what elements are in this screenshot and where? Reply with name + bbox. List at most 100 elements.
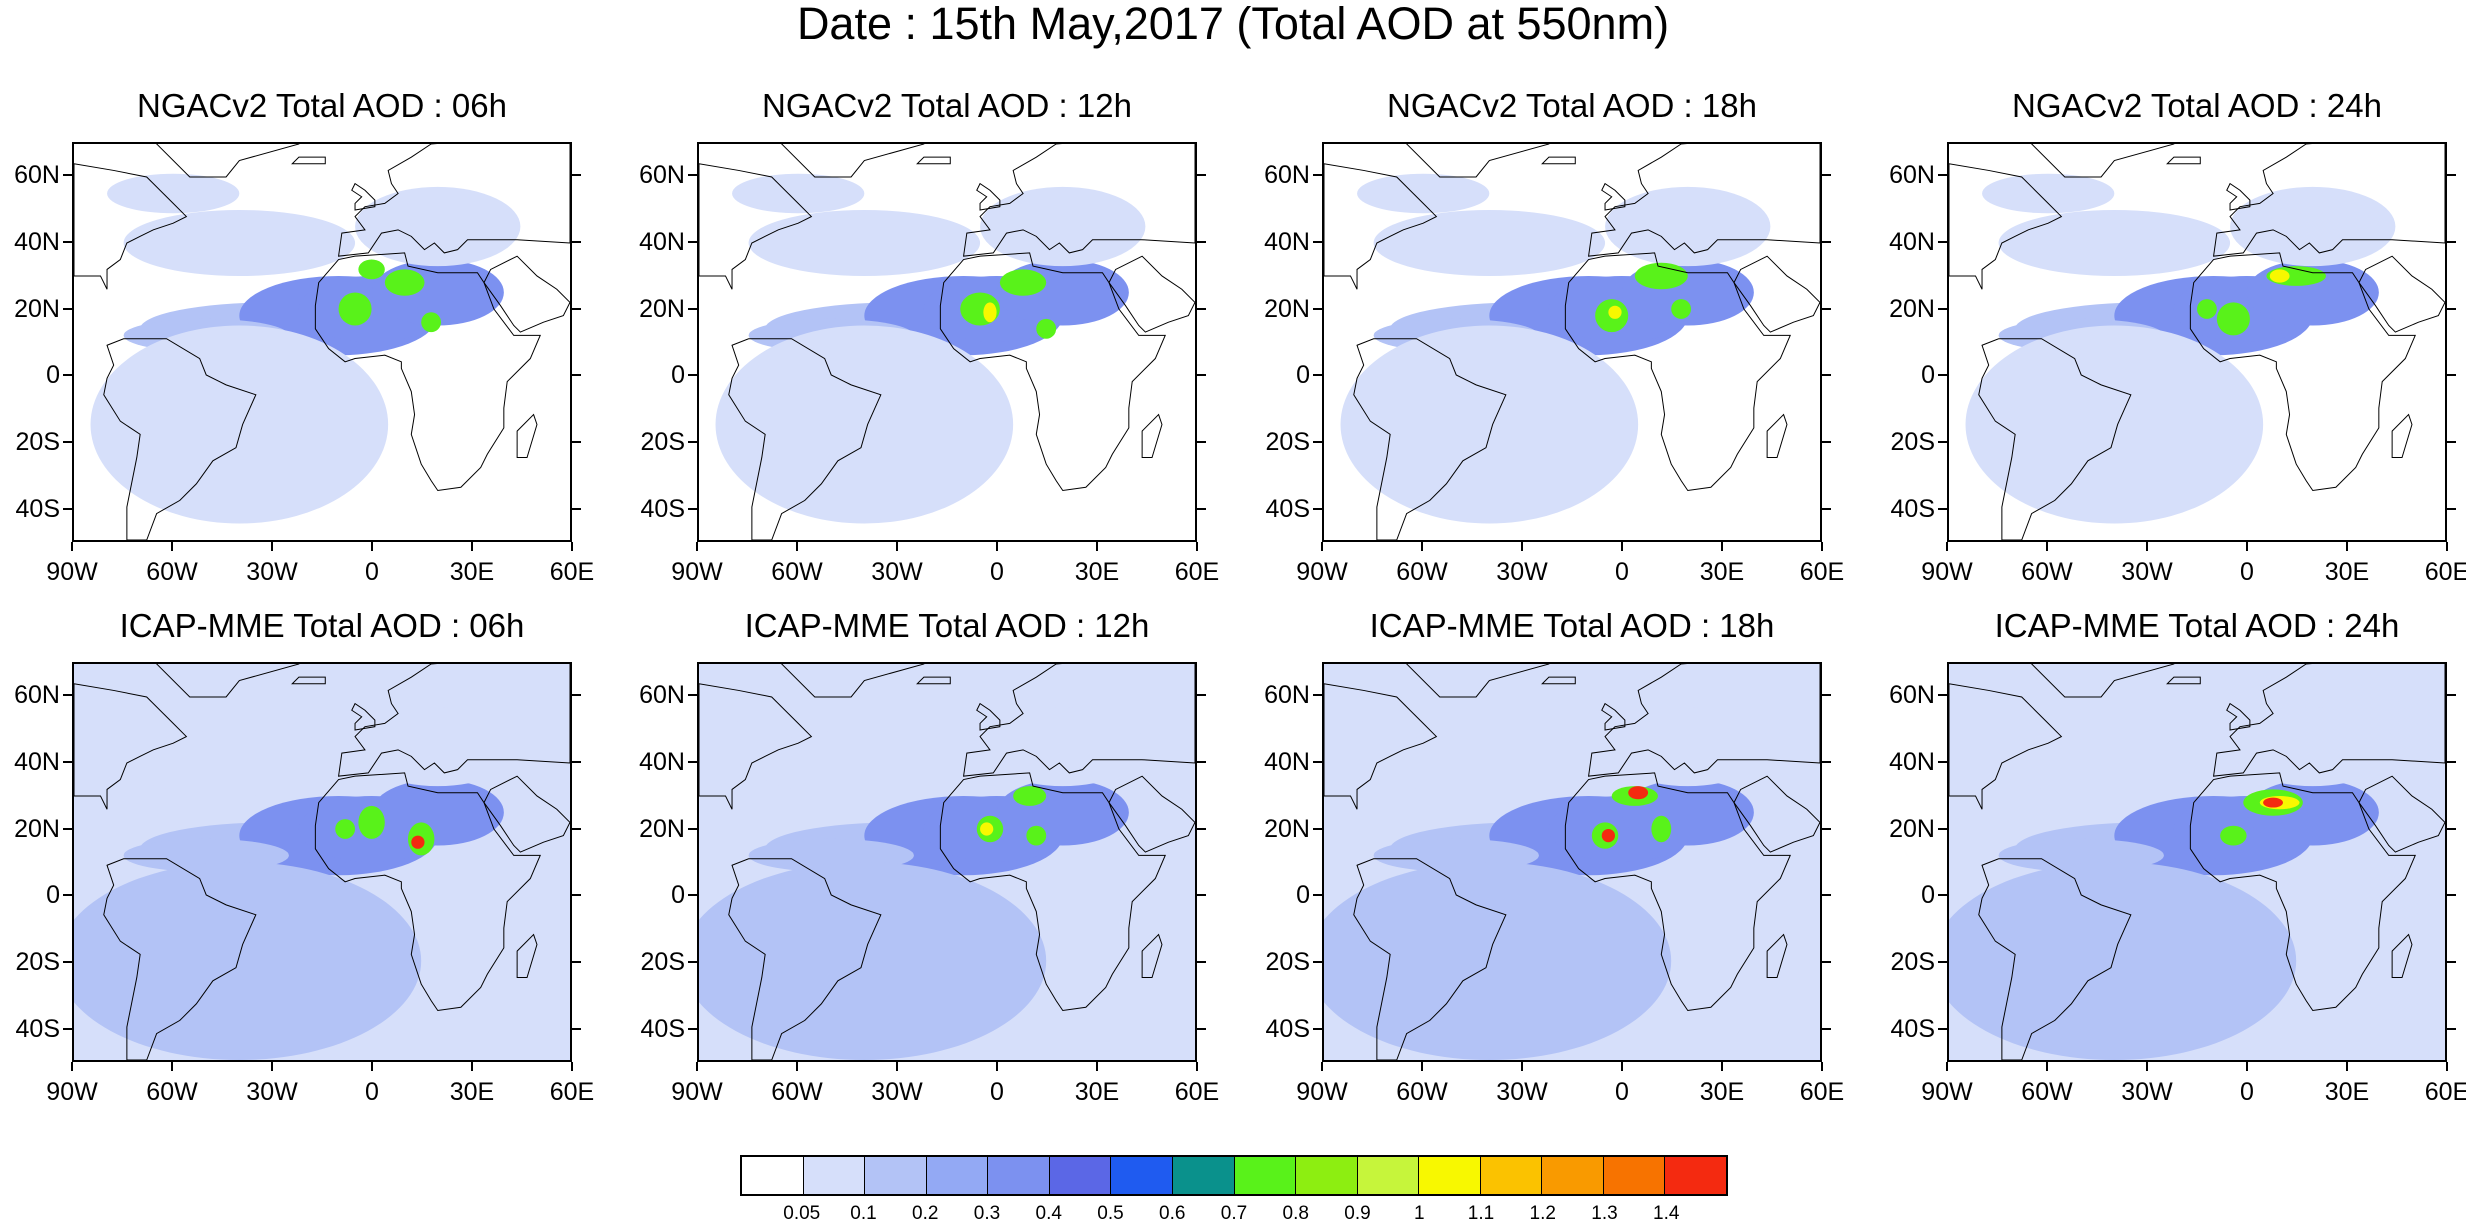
- aod-contour-region: [90, 325, 389, 524]
- y-tick-mark: [688, 961, 697, 963]
- x-tick-label: 90W: [46, 1078, 98, 1106]
- y-tick-label: 60N: [14, 161, 60, 190]
- y-tick-mark: [1313, 761, 1322, 763]
- y-tick-label: 40S: [15, 1014, 60, 1043]
- x-tick-label: 60W: [146, 558, 198, 586]
- y-tick-mark: [1313, 374, 1322, 377]
- coastline: [1324, 683, 1438, 810]
- x-tick-label: 60E: [549, 558, 595, 586]
- coastline: [74, 163, 188, 290]
- x-tick-mark: [71, 542, 73, 551]
- coastline: [291, 156, 326, 165]
- x-tick-label: 60W: [2021, 558, 2073, 586]
- y-tick-mark: [2447, 374, 2456, 377]
- x-tick-mark: [371, 542, 373, 551]
- coastline: [2189, 772, 2416, 1012]
- y-tick-label: 20N: [14, 294, 60, 323]
- y-tick-mark: [1197, 694, 1206, 697]
- coastline: [1601, 702, 1626, 731]
- aod-contour-region: [2197, 299, 2217, 319]
- colorbar-label: 0.2: [912, 1203, 939, 1224]
- x-tick-label: 60E: [1174, 1078, 1220, 1106]
- y-tick-label: 60N: [639, 161, 685, 190]
- x-tick-mark: [2446, 1062, 2448, 1071]
- coastline: [1978, 858, 2132, 1060]
- x-tick-mark: [2346, 542, 2348, 551]
- coastline: [1587, 664, 1820, 777]
- x-tick-mark: [271, 1062, 273, 1071]
- aod-map: [697, 662, 1197, 1062]
- aod-contour-region: [1026, 825, 1047, 846]
- aod-contour-region: [715, 325, 1014, 524]
- x-tick-label: 90W: [671, 558, 723, 586]
- y-tick-mark: [1197, 961, 1206, 963]
- y-tick-label: 0: [671, 361, 685, 390]
- x-tick-mark: [471, 1062, 473, 1071]
- y-tick-mark: [572, 694, 581, 697]
- y-tick-mark: [63, 507, 72, 510]
- coastline: [337, 664, 570, 777]
- coastline: [2391, 413, 2413, 459]
- x-tick-label: 30W: [1496, 1078, 1548, 1106]
- x-tick-mark: [1621, 542, 1623, 551]
- x-tick-mark: [1096, 542, 1098, 551]
- coastline: [1406, 144, 1550, 178]
- y-tick-label: 40S: [640, 1014, 685, 1043]
- aod-contour-region: [371, 779, 504, 846]
- x-tick-label: 30E: [449, 1078, 495, 1106]
- y-tick-mark: [2447, 961, 2456, 963]
- x-tick-mark: [371, 1062, 373, 1071]
- colorbar-swatch: [1480, 1157, 1543, 1194]
- colorbar-label: 0.1: [850, 1203, 877, 1224]
- y-tick-mark: [1197, 761, 1206, 763]
- y-tick-label: 40S: [640, 494, 685, 523]
- coastline: [1353, 858, 1507, 1060]
- y-tick-mark: [1822, 374, 1831, 377]
- aod-contour-region: [2230, 186, 2396, 267]
- y-tick-mark: [63, 174, 72, 177]
- coastline: [1949, 683, 2063, 810]
- y-tick-label: 40N: [639, 228, 685, 256]
- aod-contour-region: [1324, 862, 1672, 1060]
- y-tick-mark: [572, 441, 581, 443]
- y-tick-label: 40S: [1890, 494, 1935, 523]
- aod-contour-region: [732, 173, 865, 214]
- coastline: [939, 772, 1166, 1012]
- coastline: [1353, 338, 1507, 540]
- colorbar-swatch: [742, 1157, 804, 1194]
- y-tick-mark: [63, 961, 72, 963]
- y-tick-mark: [1313, 241, 1322, 243]
- y-tick-mark: [63, 894, 72, 897]
- x-tick-mark: [896, 542, 898, 551]
- x-tick-mark: [2146, 542, 2148, 551]
- aod-contour-region: [355, 186, 521, 267]
- coastline: [962, 144, 1195, 257]
- coastline: [1587, 144, 1820, 257]
- aod-contour-region: [2216, 302, 2250, 336]
- aod-contour-region: [1357, 693, 1490, 734]
- y-tick-mark: [2447, 827, 2456, 830]
- y-tick-label: 20N: [1889, 294, 1935, 323]
- aod-contour-region: [1605, 706, 1771, 787]
- x-tick-label: 60E: [1799, 558, 1845, 586]
- x-tick-label: 30W: [2121, 1078, 2173, 1106]
- x-tick-label: 60E: [2424, 1078, 2466, 1106]
- aod-contour-region: [355, 706, 521, 787]
- y-tick-mark: [1313, 307, 1322, 310]
- aod-contour-region: [107, 173, 240, 214]
- y-tick-mark: [1313, 441, 1322, 443]
- y-tick-label: 40N: [14, 228, 60, 256]
- aod-contour-region: [411, 835, 425, 849]
- x-tick-label: 90W: [671, 1078, 723, 1106]
- x-tick-label: 30W: [246, 558, 298, 586]
- colorbar-swatch: [1111, 1157, 1173, 1194]
- colorbar-swatch: [1049, 1157, 1112, 1194]
- aod-contour-region: [1373, 730, 1606, 796]
- y-tick-mark: [1313, 174, 1322, 177]
- y-tick-label: 0: [671, 881, 685, 910]
- colorbar-label: 1.2: [1529, 1203, 1556, 1224]
- x-tick-label: 90W: [1921, 558, 1973, 586]
- y-tick-label: 60N: [1889, 681, 1935, 710]
- y-tick-mark: [572, 1027, 581, 1030]
- y-tick-mark: [688, 894, 697, 897]
